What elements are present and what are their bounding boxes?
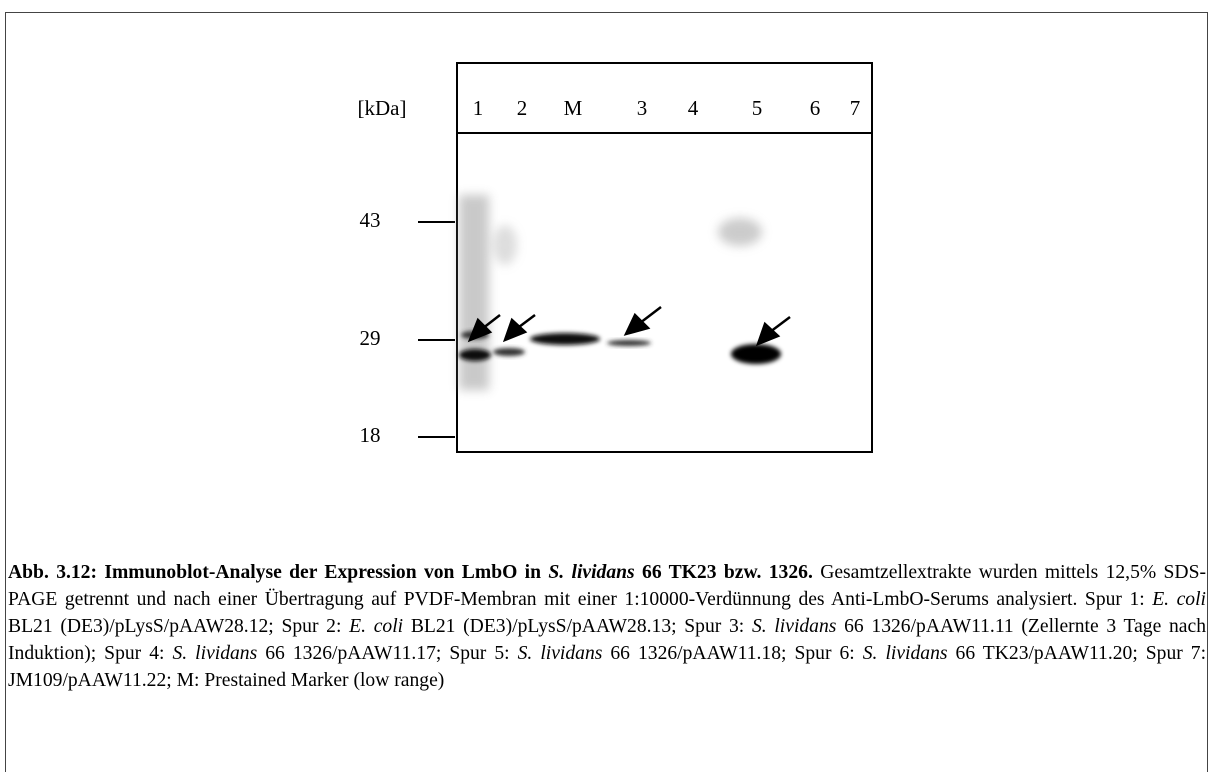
caption-text: BL21 (DE3)/pLysS/pAAW28.13; Spur 3: bbox=[403, 616, 752, 637]
figure-frame bbox=[5, 12, 1208, 772]
caption-text: 66 TK23/pAAW11.20; Spur 7: JM109/pAAW11.… bbox=[8, 643, 1207, 691]
caption-text: E. coli bbox=[349, 616, 404, 637]
caption-text: Gesamtzellextrakte wurden mittels 12,5% … bbox=[8, 562, 1207, 610]
marker-label: 43 bbox=[360, 208, 381, 232]
caption-text: S. lividans bbox=[751, 616, 837, 637]
lane-label: 1 bbox=[473, 96, 484, 120]
lane-label: M bbox=[564, 96, 583, 120]
lane-label: 3 bbox=[637, 96, 648, 120]
caption-text: S. lividans bbox=[172, 643, 258, 664]
blot-box bbox=[456, 62, 873, 453]
figure-caption: Abb. 3.12: Immunoblot-Analyse der Expres… bbox=[8, 559, 1206, 694]
caption-text: S. lividans bbox=[862, 643, 948, 664]
caption-text: 66 TK23 bzw. 1326. bbox=[634, 562, 813, 583]
unit-label: [kDa] bbox=[358, 96, 407, 120]
caption-text: 66 1326/pAAW11.11 (Zellernte 3 Tage nach… bbox=[8, 616, 1206, 664]
blot-figure: [kDa] 1 2 M 3 4 5 6 7 43 29 18 bbox=[358, 62, 873, 453]
caption-text: BL21 (DE3)/pLysS/pAAW28.12; Spur 2: bbox=[8, 616, 350, 637]
marker-label: 18 bbox=[360, 423, 381, 447]
caption-text: E. coli bbox=[1152, 589, 1206, 610]
lane-label: 6 bbox=[810, 96, 821, 120]
caption-text: S. lividans bbox=[548, 562, 635, 583]
marker-label: 29 bbox=[360, 326, 381, 350]
caption-text: S. lividans bbox=[517, 643, 603, 664]
caption-text: 66 1326/pAAW11.18; Spur 6: bbox=[602, 643, 863, 664]
caption-text: Abb. 3.12: Immunoblot-Analyse der Expres… bbox=[8, 562, 549, 583]
lane-label: 2 bbox=[517, 96, 528, 120]
lane-label: 7 bbox=[850, 96, 861, 120]
lane-label: 5 bbox=[752, 96, 763, 120]
arrows bbox=[467, 306, 791, 347]
lane-label: 4 bbox=[688, 96, 699, 120]
caption-text: 66 1326/pAAW11.17; Spur 5: bbox=[257, 643, 518, 664]
